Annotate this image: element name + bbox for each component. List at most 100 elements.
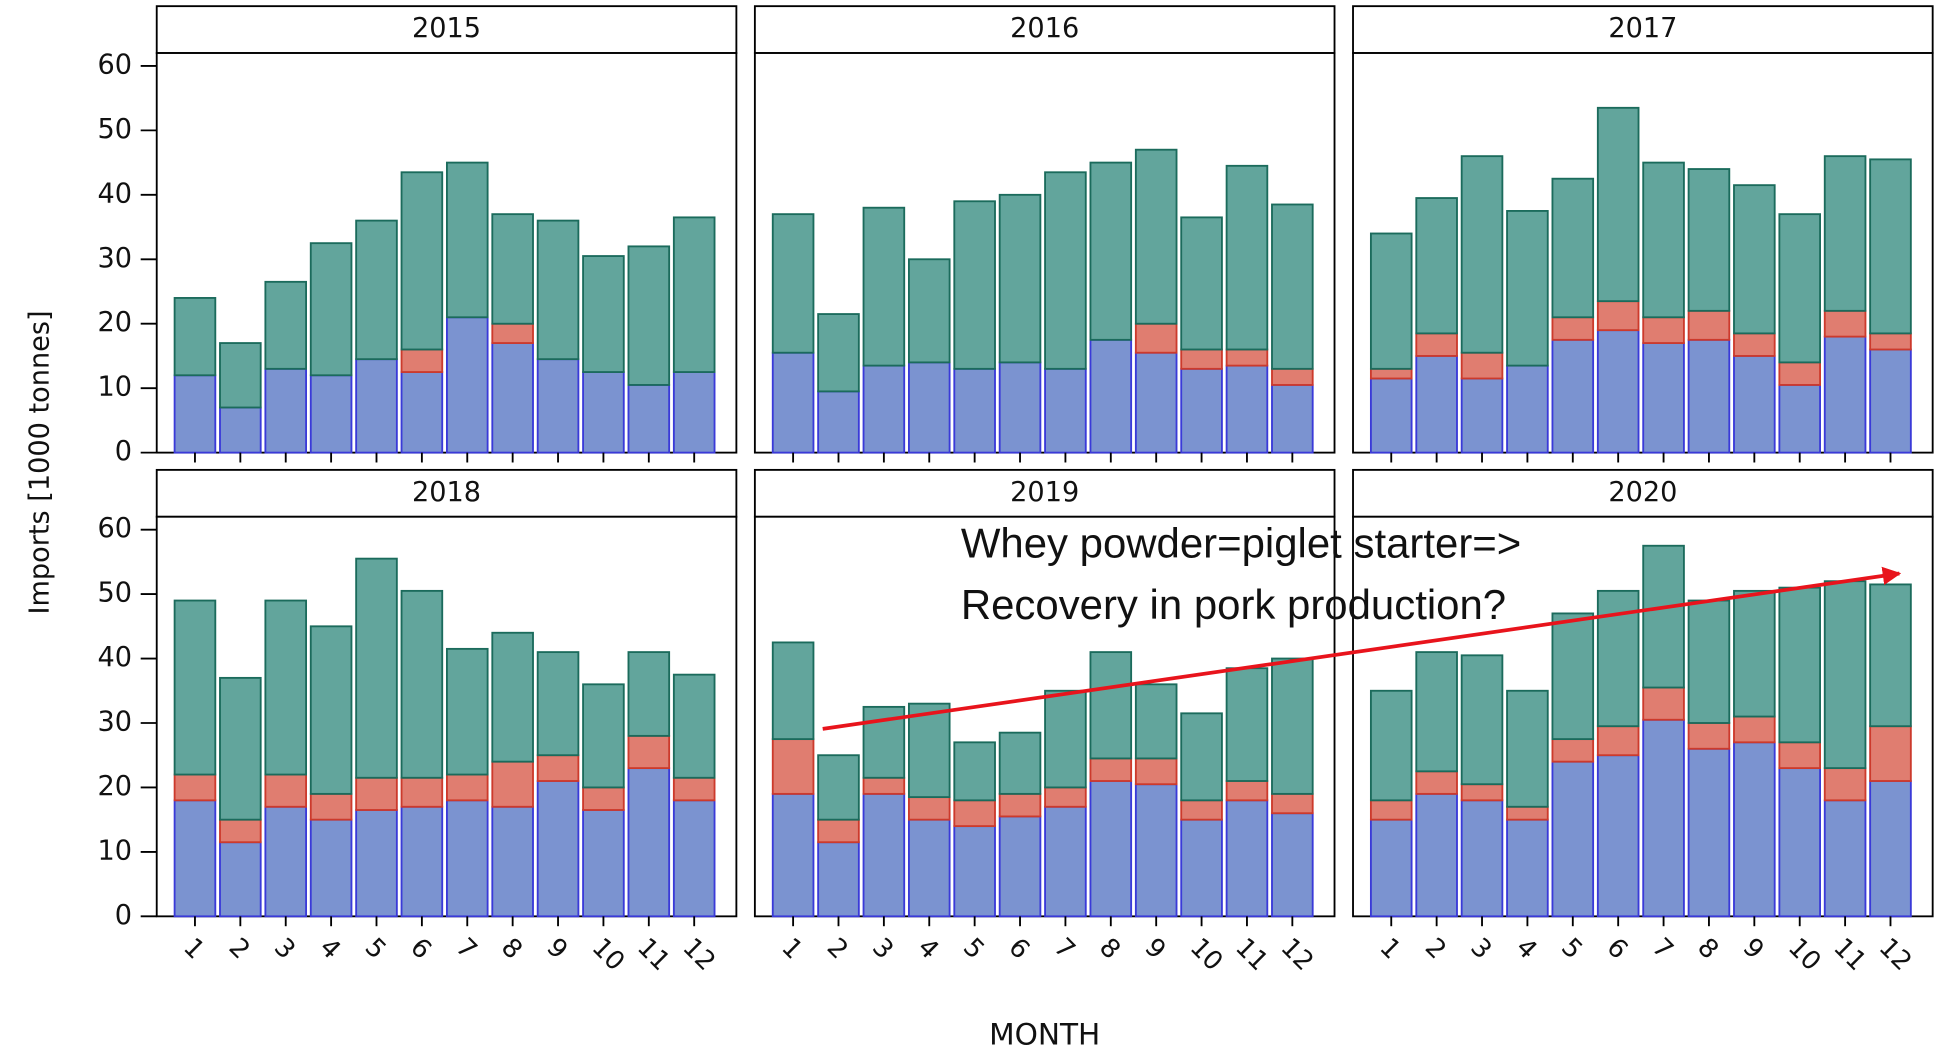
bar-segment [1134,683,1178,760]
bar-segment [1369,689,1413,802]
bar-segment [1460,783,1504,802]
bar-segment [309,374,353,454]
strip [753,468,1336,518]
bar-segment [445,316,489,454]
bar-segment [582,809,625,918]
bar-segment [1180,367,1223,454]
bar-segment [1271,812,1314,918]
bar-segment [1044,805,1087,918]
bar-segment [953,200,996,370]
bar-segment [173,773,217,802]
bar-segment [1506,689,1549,808]
bar-segment [1551,316,1595,341]
bar-segment [491,631,534,763]
bar-segment [1271,203,1314,370]
bar-segment [1415,197,1458,335]
bar-segment [953,741,996,802]
bar-segment [1506,805,1549,821]
bar-segment [1869,780,1912,918]
bar-segment [1596,754,1640,918]
bar-segment [355,358,398,454]
bar-segment [491,805,534,918]
x-tick-label: 1 [775,933,808,966]
x-tick-label: 11 [1827,933,1872,978]
bar-segment [1687,722,1731,750]
bar-segment [907,258,951,364]
bar-segment [1415,355,1458,454]
bar-segment [1044,171,1087,370]
bar-segment [1778,384,1821,454]
panel-title: 2015 [412,13,481,44]
bar-segment [1778,586,1821,744]
bar-segment [1460,799,1504,918]
x-tick-label: 10 [1782,933,1827,978]
bar-segment [445,773,489,802]
bar-segment [1134,351,1178,454]
x-tick-label: 2 [821,933,854,966]
bar-segment [445,799,489,918]
y-tick-label: 20 [98,307,133,338]
bar-segment [219,342,262,409]
x-tick-label: 3 [268,933,301,966]
bar-segment [1551,612,1595,741]
bar-segment [627,767,671,918]
bar-segment [1460,654,1504,786]
bar-segment [817,390,860,454]
bar-segment [445,647,489,776]
y-tick-label: 0 [115,436,132,467]
bar-segment [1506,210,1549,367]
x-tick-label: 5 [359,933,392,966]
bar-segment [1687,168,1731,312]
bar-segment [1369,799,1413,821]
bar-segment [582,371,625,454]
bar-segment [1687,747,1731,918]
bar-segment [1415,792,1458,918]
bar-segment [627,384,671,454]
bar-segment [953,799,996,828]
annotation: Recovery in pork production? [961,581,1506,628]
bar-segment [1044,689,1087,789]
panel-title: 2016 [1010,13,1079,44]
bar-segment [1134,757,1178,786]
bar-segment [173,297,217,377]
bar-segment [1551,177,1595,319]
bar-segment [536,219,580,361]
bar-segment [1460,351,1504,380]
x-tick-label: 7 [1646,933,1679,966]
bar-segment [536,780,580,918]
bar-segment [1460,155,1504,354]
bar-segment [862,206,906,367]
x-tick-label: 5 [957,933,990,966]
bar-segment [1134,148,1178,325]
bar-segment [264,773,308,808]
bar-segment [1225,780,1269,802]
bar-segment [355,809,398,918]
bar-segment [1733,715,1776,744]
bar-segment [1044,786,1087,808]
bar-segment [1180,818,1223,918]
bar-segment [1642,686,1685,721]
bar-segment [1733,589,1776,718]
bar-segment [536,651,580,757]
x-tick-label: 4 [1510,933,1543,966]
bar-segment [1415,332,1458,357]
bar-segment [1642,544,1685,689]
panel-title: 2017 [1608,13,1677,44]
x-axis-label: MONTH [989,1017,1100,1051]
x-tick-label: 9 [540,933,573,966]
bar-segment [491,760,534,808]
bar-segment [400,776,444,808]
bar-segment [1687,309,1731,341]
y-tick-label: 40 [98,642,133,673]
bar-segment [1778,741,1821,770]
bar-segment [1733,332,1776,357]
bar-segment [400,371,444,454]
bar-segment [1869,348,1912,454]
bar-segment [907,818,951,918]
bar-segment [1596,329,1640,454]
bar-segment [1596,106,1640,303]
y-tick-label: 30 [98,243,133,274]
bar-segment [1271,367,1314,386]
bar-segment [998,361,1042,454]
